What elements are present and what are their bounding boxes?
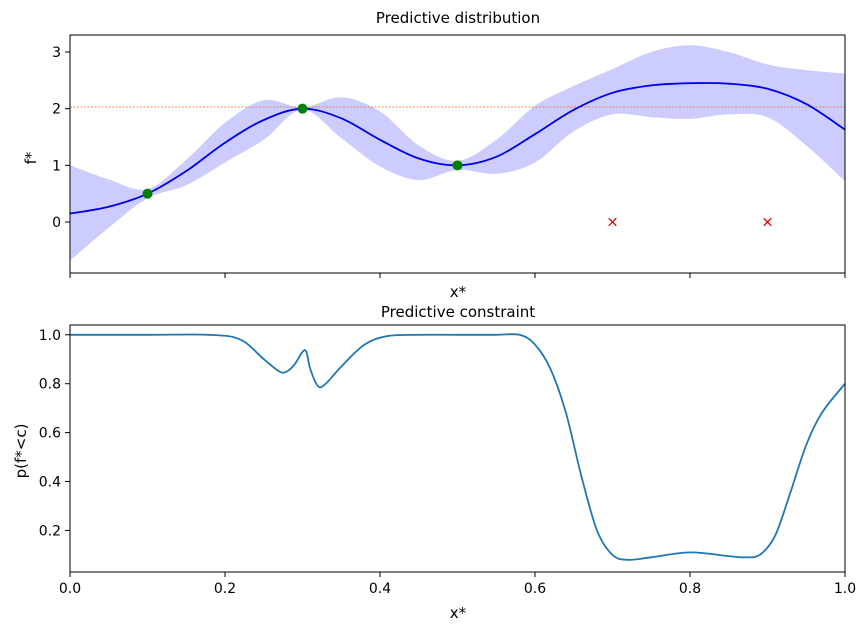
top-x-ticks [69, 273, 846, 278]
top-x-axis-label: x* [450, 283, 467, 301]
y-tick-label: 3 [52, 45, 61, 61]
observation-point [452, 160, 463, 171]
y-tick-label: 0.6 [39, 426, 61, 442]
y-tick-label: 2 [52, 102, 61, 118]
violation-marker [763, 217, 772, 227]
observation-point [297, 103, 308, 114]
bottom-y-axis-label: p(f*<c) [12, 424, 30, 479]
predictive-constraint-axes: Predictive constraint x* p(f*<c) 0.20.40… [12, 303, 856, 622]
y-tick-label: 0.2 [39, 523, 61, 539]
constraint-probability-line [70, 333, 846, 561]
predictive-distribution-axes: Predictive distribution x* f* 0 1 2 3 [22, 9, 846, 301]
bottom-x-ticks: 0.0 0.2 0.4 0.6 0.8 1.0 [59, 572, 856, 597]
y-tick-label: 0 [52, 215, 61, 231]
violation-stroke [763, 217, 772, 227]
top-y-ticks: 0 1 2 3 [52, 45, 70, 231]
probability-curve [70, 333, 846, 561]
observation-point [142, 188, 153, 199]
x-tick-label: 1.0 [834, 581, 856, 597]
confidence-band-area [70, 45, 845, 261]
violation-stroke [608, 217, 617, 227]
bottom-x-axis-label: x* [450, 604, 467, 622]
violation-marker [608, 217, 617, 227]
top-chart-title: Predictive distribution [376, 9, 540, 27]
x-tick-label: 0.6 [524, 581, 546, 597]
x-tick-label: 0.4 [369, 581, 391, 597]
x-tick-label: 0.2 [214, 581, 236, 597]
constraint-violation-markers [608, 217, 772, 227]
bottom-axes-frame [69, 324, 846, 573]
bottom-chart-title: Predictive constraint [381, 303, 535, 321]
observation-points [142, 103, 463, 199]
bottom-y-ticks: 0.2 0.4 0.6 0.8 1.0 [39, 328, 70, 539]
x-tick-label: 0.8 [679, 581, 701, 597]
y-tick-label: 1.0 [39, 328, 61, 344]
top-axes-frame [69, 34, 846, 274]
top-y-axis-label: f* [22, 151, 40, 164]
y-tick-label: 0.4 [39, 475, 61, 491]
x-tick-label: 0.0 [59, 581, 81, 597]
y-tick-label: 1 [52, 158, 61, 174]
y-tick-label: 0.8 [39, 377, 61, 393]
confidence-band [70, 45, 845, 261]
